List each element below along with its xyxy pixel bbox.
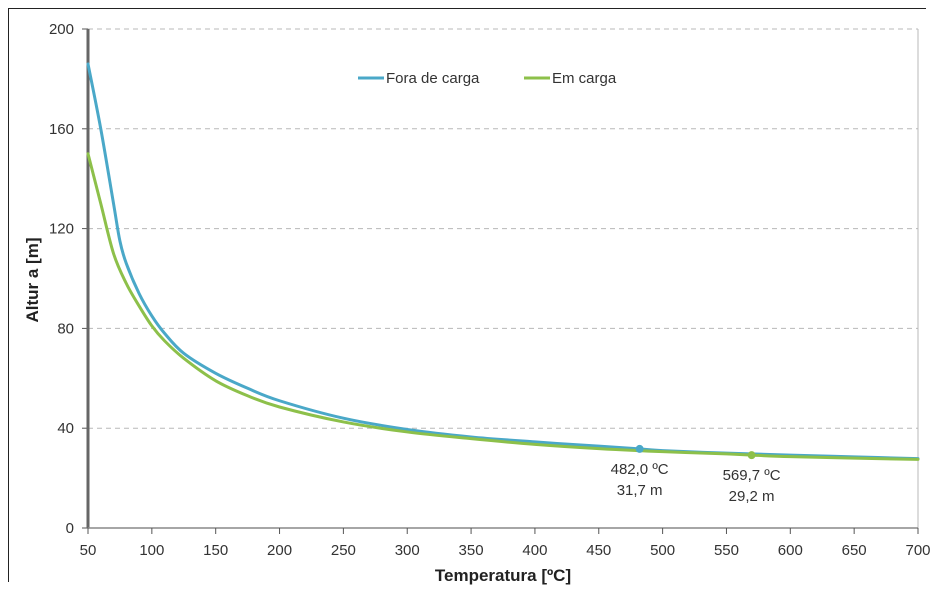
x-axis-title: Temperatura [ºC] (435, 566, 571, 585)
grid-lines (88, 28, 919, 528)
x-tick-labels: 50 100 150 200 250 300 350 400 450 500 550 600 650 70… (80, 542, 931, 559)
y-tick-label: 200 (49, 21, 74, 38)
x-tick-label: 350 (459, 542, 484, 559)
annotations: 482,0 ºC 31,7 m 569,7 ºC 29,2 m (611, 444, 781, 505)
annotation-height: 31,7 m (617, 482, 663, 499)
annotation-temperature: 482,0 ºC (611, 461, 669, 478)
series-lines (86, 62, 920, 461)
x-tick-label: 650 (842, 542, 867, 559)
x-tick-label: 250 (331, 542, 356, 559)
series-line-em-carga (86, 152, 920, 461)
y-tick-label: 0 (66, 520, 74, 537)
x-tick-label: 300 (395, 542, 420, 559)
y-tick-label: 120 (49, 221, 74, 238)
annotation-marker (635, 444, 644, 453)
chart-frame (8, 8, 926, 582)
y-tick-labels: 0 40 80 120 160 200 (49, 21, 74, 537)
x-tick-label: 700 (905, 542, 930, 559)
annotation-temperature: 569,7 ºC (723, 467, 781, 484)
y-tick-label: 40 (57, 420, 74, 437)
y-axis-title: Altur a [m] (23, 238, 42, 323)
legend: Fora de carga Em carga (358, 70, 617, 87)
legend-label: Fora de carga (386, 70, 480, 87)
y-tick-label: 80 (57, 320, 74, 337)
axes (82, 28, 919, 534)
x-tick-label: 500 (650, 542, 675, 559)
annotation-marker (747, 451, 756, 460)
y-tick-label: 160 (49, 121, 74, 138)
x-tick-label: 550 (714, 542, 739, 559)
x-tick-label: 100 (139, 542, 164, 559)
x-tick-label: 450 (586, 542, 611, 559)
x-tick-label: 50 (80, 542, 97, 559)
legend-label: Em carga (552, 70, 617, 87)
x-tick-label: 400 (522, 542, 547, 559)
series-line-fora-de-carga (86, 62, 920, 461)
x-tick-label: 600 (778, 542, 803, 559)
x-tick-label: 150 (203, 542, 228, 559)
annotation-height: 29,2 m (729, 488, 775, 505)
x-tick-label: 200 (267, 542, 292, 559)
